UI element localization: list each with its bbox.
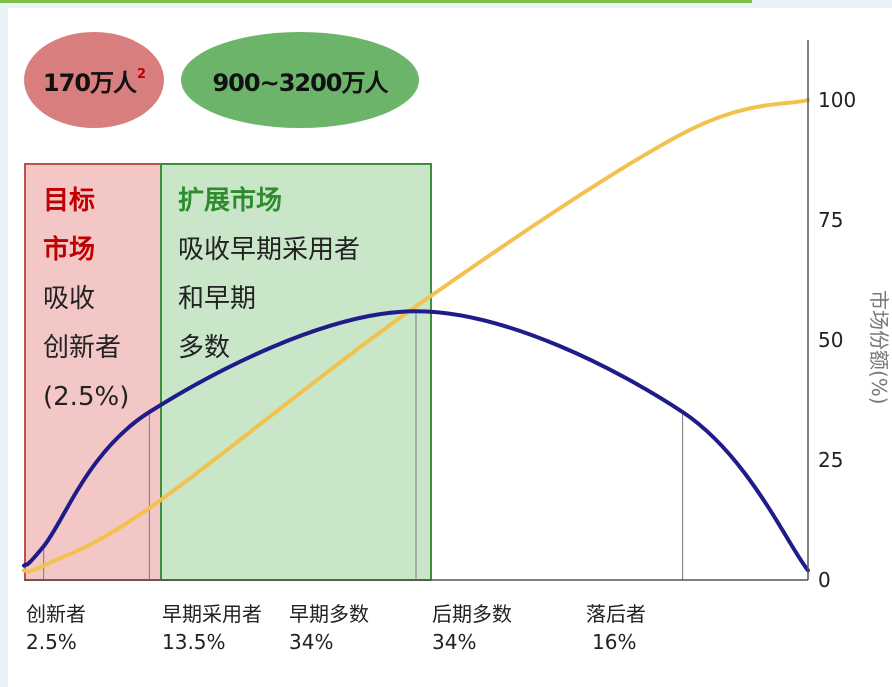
target-market-box: 目标 市场 吸收 创新者 (2.5%) <box>24 163 162 581</box>
expand-market-desc-2: 和早期 <box>178 284 257 314</box>
target-users-pill: 170万人 2 <box>24 32 164 128</box>
segment-label: 创新者 2.5% <box>26 600 86 656</box>
cumulative-share-line <box>22 98 810 574</box>
segment-share: 16% <box>592 630 637 654</box>
expand-users-pill: 900~3200万人 <box>181 32 419 128</box>
y-tick-label: 100 <box>818 88 856 112</box>
y-tick-label: 50 <box>818 328 843 352</box>
y-tick-label: 75 <box>818 208 843 232</box>
segment-name: 落后者 <box>586 602 646 626</box>
segment-share: 34% <box>289 630 334 654</box>
expand-market-title: 扩展市场 <box>178 186 283 216</box>
y-tick-label: 0 <box>818 568 831 592</box>
expand-market-desc-1: 吸收早期采用者 <box>178 235 361 265</box>
target-users-footnote: 2 <box>137 66 146 82</box>
segment-label: 早期多数 34% <box>289 600 369 656</box>
y-ticks: 0 25 50 75 100 <box>818 88 856 592</box>
segment-name: 早期多数 <box>289 602 369 626</box>
segment-name: 后期多数 <box>432 602 512 626</box>
expand-users-count: 900~3200万人 <box>212 68 388 97</box>
segment-share: 13.5% <box>162 630 226 654</box>
y-tick-label: 25 <box>818 448 843 472</box>
segment-label: 落后者 16% <box>586 600 646 656</box>
segment-share: 2.5% <box>26 630 77 654</box>
expand-market-box: 扩展市场 吸收早期采用者 和早期 多数 <box>160 163 432 581</box>
segment-share: 34% <box>432 630 477 654</box>
target-users-count: 170万人 <box>42 68 137 97</box>
chart-curves <box>22 98 810 574</box>
target-market-desc-3: (2.5%) <box>43 382 130 412</box>
y-axis-label: 市场份额(%) <box>867 290 891 405</box>
expand-market-desc-3: 多数 <box>178 333 231 363</box>
segment-dividers <box>42 311 684 580</box>
target-market-desc-1: 吸收 <box>43 284 96 314</box>
segment-name: 创新者 <box>26 602 86 626</box>
top-accent-bar <box>0 0 752 3</box>
segment-label: 早期采用者 13.5% <box>162 600 262 656</box>
target-market-title-1: 目标 <box>43 186 96 216</box>
segment-label: 后期多数 34% <box>432 600 512 656</box>
target-market-title-2: 市场 <box>43 235 96 265</box>
target-market-desc-2: 创新者 <box>43 333 122 363</box>
adoption-curve-line <box>22 309 810 573</box>
segment-name: 早期采用者 <box>162 602 262 626</box>
